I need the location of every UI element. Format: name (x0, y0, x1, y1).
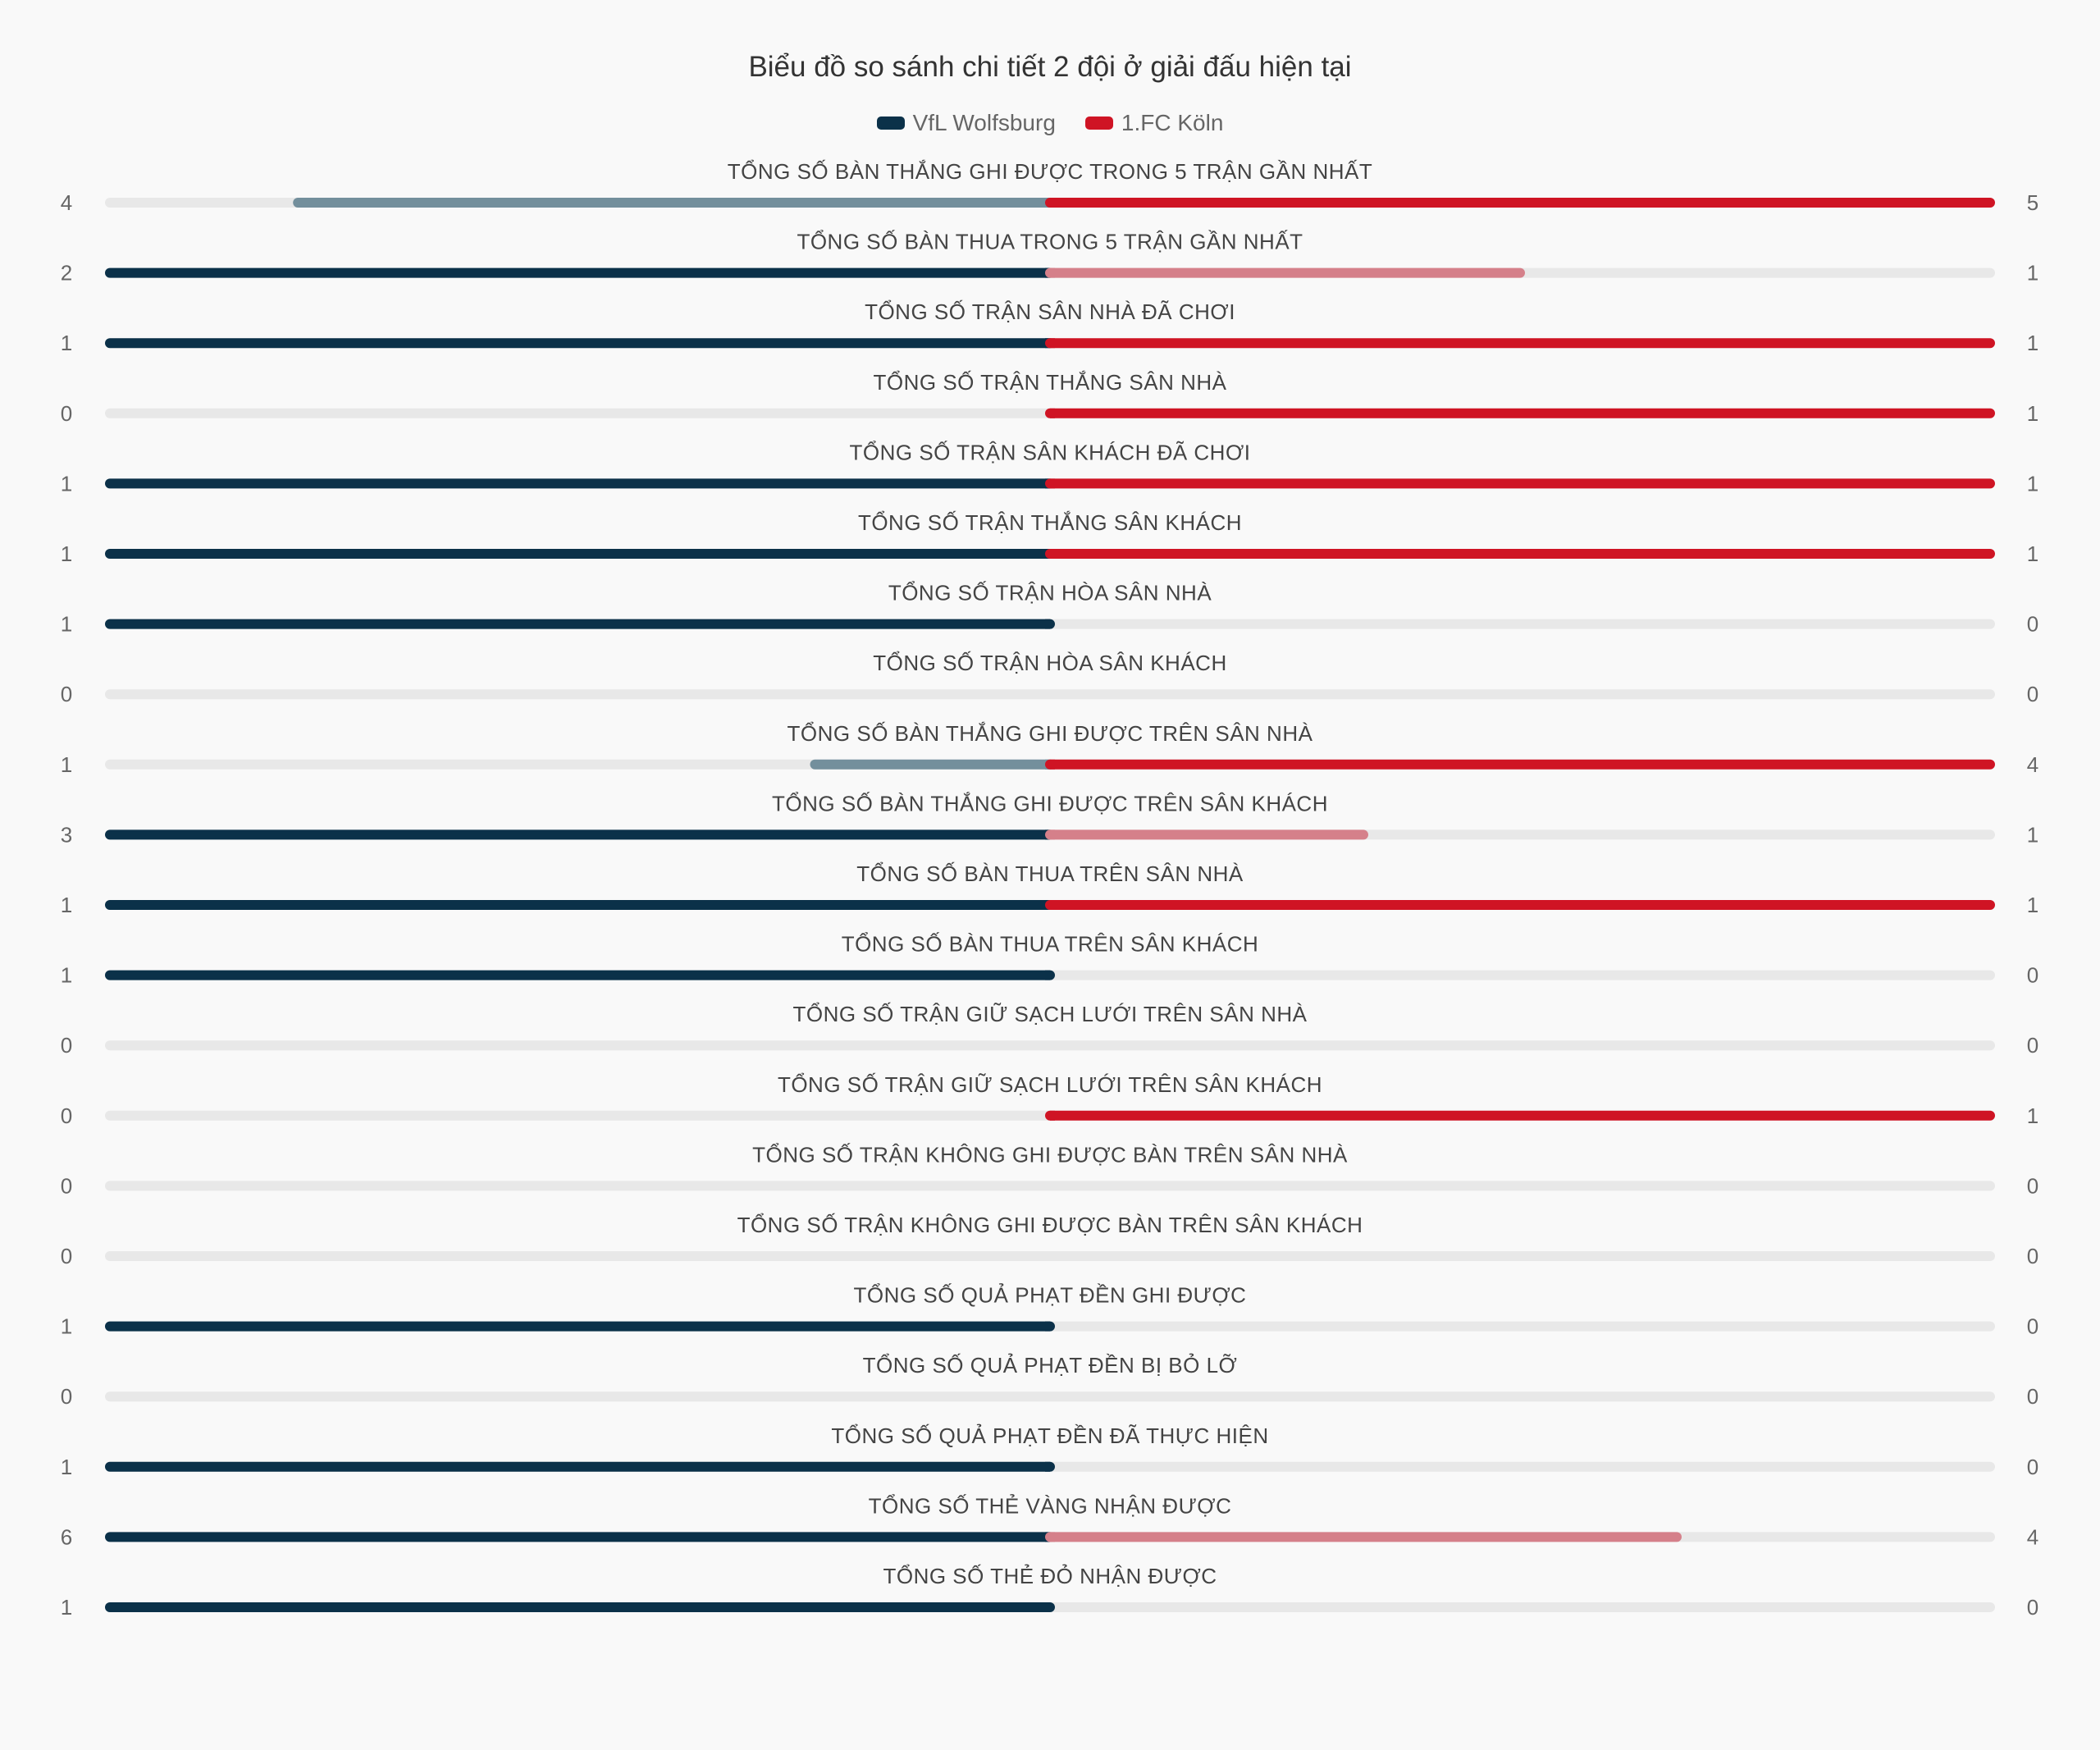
value-label-team1: 4 (61, 190, 72, 215)
value-label-team1: 3 (61, 822, 72, 847)
value-label-team1: 1 (61, 541, 72, 566)
category-label: TỔNG SỐ QUẢ PHẠT ĐỀN GHI ĐƯỢC (854, 1283, 1247, 1308)
value-label-team1: 1 (61, 612, 72, 637)
value-label-team2: 0 (2027, 682, 2038, 706)
legend-label-team1: VfL Wolfsburg (912, 110, 1056, 135)
legend-swatch-team2 (1084, 117, 1113, 130)
category-label: TỔNG SỐ TRẬN THẮNG SÂN KHÁCH (858, 510, 1242, 535)
value-label-team2: 1 (2027, 261, 2038, 286)
category-label: TỔNG SỐ BÀN THẮNG GHI ĐƯỢC TRONG 5 TRẬN … (728, 159, 1372, 184)
bar-team1-cap (1045, 970, 1050, 980)
value-label-team2: 0 (2027, 612, 2038, 637)
bar-team2-cap (1050, 408, 1055, 418)
bar-team2-cap (1050, 267, 1055, 278)
bar-team2-cap (1050, 829, 1055, 840)
category-label: TỔNG SỐ THẺ VÀNG NHẬN ĐƯỢC (869, 1493, 1232, 1518)
value-label-team2: 0 (2027, 1033, 2038, 1058)
legend-label-team2: 1.FC Köln (1121, 110, 1224, 135)
value-label-team2: 1 (2027, 331, 2038, 355)
value-label-team1: 1 (61, 1314, 72, 1339)
category-label: TỔNG SỐ TRẬN KHÔNG GHI ĐƯỢC BÀN TRÊN SÂN… (752, 1142, 1348, 1167)
category-label: TỔNG SỐ QUẢ PHẠT ĐỀN BỊ BỎ LỠ (863, 1352, 1238, 1378)
value-label-team2: 0 (2027, 1455, 2038, 1479)
bar-team2-cap (1050, 198, 1055, 208)
value-label-team2: 0 (2027, 1595, 2038, 1620)
category-label: TỔNG SỐ BÀN THUA TRONG 5 TRẬN GẦN NHẤT (797, 230, 1303, 254)
value-label-team2: 1 (2027, 1103, 2038, 1128)
value-label-team1: 1 (61, 963, 72, 988)
category-label: TỔNG SỐ BÀN THẮNG GHI ĐƯỢC TRÊN SÂN KHÁC… (772, 791, 1328, 816)
value-label-team1: 0 (61, 1244, 72, 1268)
value-label-team1: 2 (61, 261, 72, 286)
bar-team1-cap (1045, 619, 1050, 629)
bar-team2-cap (1050, 478, 1055, 489)
value-label-team2: 0 (2027, 1384, 2038, 1409)
bar-team2-cap (1050, 1532, 1055, 1542)
legend-swatch-team1 (876, 117, 905, 130)
value-label-team2: 1 (2027, 401, 2038, 426)
value-label-team2: 1 (2027, 822, 2038, 847)
bar-team1-cap (1045, 1602, 1050, 1612)
value-label-team2: 1 (2027, 471, 2038, 496)
value-label-team1: 0 (61, 1173, 72, 1198)
bar-team2-cap (1050, 338, 1055, 349)
value-label-team2: 0 (2027, 1314, 2038, 1339)
value-label-team2: 1 (2027, 541, 2038, 566)
category-label: TỔNG SỐ TRẬN HÒA SÂN NHÀ (888, 581, 1212, 605)
value-label-team1: 1 (61, 1595, 72, 1620)
bar-team2-cap (1050, 900, 1055, 910)
value-label-team1: 0 (61, 401, 72, 426)
value-label-team2: 0 (2027, 963, 2038, 988)
value-label-team1: 1 (61, 893, 72, 917)
legend-item-team1[interactable]: VfL Wolfsburg (876, 110, 1056, 136)
value-label-team1: 0 (61, 1103, 72, 1128)
value-label-team2: 4 (2027, 1524, 2038, 1549)
category-label: TỔNG SỐ BÀN THUA TRÊN SÂN KHÁCH (842, 932, 1259, 957)
category-label: TỔNG SỐ TRẬN SÂN KHÁCH ĐÃ CHƠI (850, 440, 1251, 464)
chart-legend: VfL Wolfsburg 1.FC Köln (0, 110, 2100, 136)
category-label: TỔNG SỐ THẺ ĐỎ NHẬN ĐƯỢC (883, 1563, 1217, 1588)
value-label-team1: 0 (61, 682, 72, 706)
category-label: TỔNG SỐ TRẬN THẮNG SÂN NHÀ (874, 370, 1227, 395)
value-label-team2: 0 (2027, 1173, 2038, 1198)
category-label: TỔNG SỐ TRẬN KHÔNG GHI ĐƯỢC BÀN TRÊN SÂN… (737, 1213, 1363, 1237)
value-label-team1: 6 (61, 1524, 72, 1549)
category-label: TỔNG SỐ TRẬN SÂN NHÀ ĐÃ CHƠI (865, 299, 1235, 324)
value-label-team2: 4 (2027, 752, 2038, 777)
bar-team2-cap (1050, 549, 1055, 559)
bar-team1-cap (1045, 1461, 1050, 1472)
category-label: TỔNG SỐ QUẢ PHẠT ĐỀN ĐÃ THỰC HIỆN (831, 1423, 1268, 1448)
bar-team1-cap (1045, 1321, 1050, 1332)
value-label-team2: 0 (2027, 1244, 2038, 1268)
category-label: TỔNG SỐ TRẬN GIỮ SẠCH LƯỚI TRÊN SÂN NHÀ (793, 1002, 1308, 1026)
value-label-team2: 1 (2027, 893, 2038, 917)
value-label-team2: 5 (2027, 190, 2038, 215)
chart-title: Biểu đồ so sánh chi tiết 2 đội ở giải đấ… (748, 51, 1352, 83)
category-label: TỔNG SỐ BÀN THẮNG GHI ĐƯỢC TRÊN SÂN NHÀ (788, 721, 1313, 746)
value-label-team1: 1 (61, 752, 72, 777)
value-label-team1: 0 (61, 1384, 72, 1409)
bar-team2-cap (1050, 759, 1055, 770)
category-label: TỔNG SỐ BÀN THUA TRÊN SÂN NHÀ (856, 861, 1244, 886)
legend-item-team2[interactable]: 1.FC Köln (1084, 110, 1224, 136)
value-label-team1: 0 (61, 1033, 72, 1058)
bar-team2-cap (1050, 1110, 1055, 1121)
category-label: TỔNG SỐ TRẬN GIỮ SẠCH LƯỚI TRÊN SÂN KHÁC… (778, 1072, 1322, 1097)
value-label-team1: 1 (61, 1455, 72, 1479)
category-label: TỔNG SỐ TRẬN HÒA SÂN KHÁCH (873, 651, 1226, 675)
value-label-team1: 1 (61, 471, 72, 496)
value-label-team1: 1 (61, 331, 72, 355)
